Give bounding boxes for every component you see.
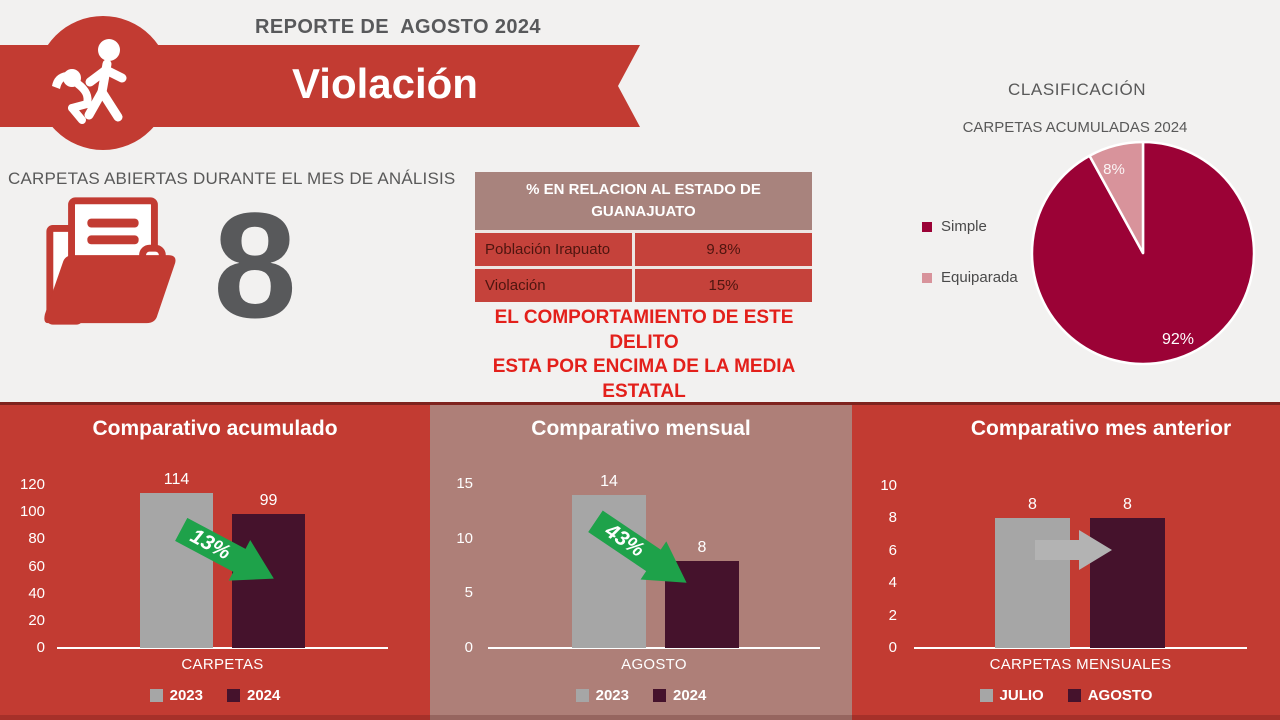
x-axis-label: CARPETAS MENSUALES — [989, 656, 1172, 673]
pie-legend-item: Simple — [922, 218, 987, 235]
legend-label: Simple — [941, 218, 987, 235]
table-cell-label: Violación — [475, 269, 635, 302]
y-tick-label: 0 — [888, 639, 897, 656]
legend-label: 2024 — [247, 687, 281, 704]
table-header: % EN RELACION AL ESTADO DE GUANAJUATO — [475, 172, 812, 230]
kpi-label: CARPETAS ABIERTAS DURANTE EL MES DE ANÁL… — [8, 169, 456, 188]
y-axis: 10 8 6 4 2 0 — [852, 405, 897, 720]
pie-value-label: 92% — [1162, 331, 1194, 348]
legend-label: JULIO — [999, 687, 1044, 704]
bar-2023 — [140, 493, 213, 648]
warning-line: ESTA POR ENCIMA DE LA MEDIA ESTATAL — [492, 356, 796, 403]
y-tick-label: 2 — [888, 606, 897, 624]
y-tick-label: 15 — [456, 475, 473, 492]
y-tick-label: 0 — [464, 639, 473, 656]
chart-title: Comparativo acumulado — [92, 417, 338, 440]
y-tick-label: 10 — [880, 477, 897, 494]
warning-line: EL COMPORTAMIENTO DE ESTE DELITO — [494, 307, 794, 353]
y-axis: 120 100 80 60 40 20 0 — [0, 405, 45, 720]
legend-item: AGOSTO — [1067, 687, 1153, 704]
x-axis-label: AGOSTO — [621, 656, 687, 673]
legend-item: 2023 — [149, 687, 203, 704]
legend-label: 2023 — [595, 687, 629, 704]
y-tick-label: 0 — [36, 639, 45, 656]
bar-value-label: 14 — [600, 473, 618, 490]
chart-title: Comparativo mes anterior — [970, 417, 1232, 440]
classification-title: CLASIFICACIÓN — [1008, 80, 1147, 99]
bar-value-label: 8 — [697, 539, 707, 556]
page-title: Violación — [292, 60, 478, 107]
legend-swatch-2024 — [227, 689, 240, 702]
trend-arrow-down: 43% — [583, 502, 700, 602]
legend-swatch-agosto — [1067, 689, 1081, 702]
y-tick-label: 5 — [464, 584, 473, 602]
y-tick-label: 20 — [28, 611, 45, 629]
panel-comparativo-acumulado: Comparativo acumulado 120 100 80 60 40 20 0 11… — [0, 405, 430, 720]
y-tick-label: 40 — [28, 584, 45, 602]
legend-swatch-equiparada — [922, 272, 932, 283]
table-cell-label: Población Irapuato — [475, 233, 635, 266]
legend-item: 2024 — [653, 687, 706, 704]
folder-documents-icon — [44, 197, 176, 325]
classification-pie-chart: 8% 92% — [1030, 140, 1256, 366]
pie-chart-title: CARPETAS ACUMULADAS 2024 — [962, 119, 1188, 136]
bar-value-label: 114 — [163, 471, 190, 488]
comparative-charts-strip: Comparativo acumulado 120 100 80 60 40 20 0 11… — [0, 402, 1280, 720]
table-header-text: % EN RELACION AL ESTADO DE GUANAJUATO — [526, 180, 761, 221]
legend-swatch-julio — [979, 689, 993, 702]
bar-value-label: 8 — [1123, 496, 1132, 513]
pie-value-label: 8% — [1103, 161, 1125, 178]
y-axis: 15 10 5 0 — [430, 405, 473, 720]
y-tick-label: 10 — [456, 529, 473, 547]
bar-value-label: 99 — [259, 492, 278, 509]
bar-agosto — [1090, 518, 1165, 648]
y-tick-label: 60 — [28, 557, 45, 575]
violence-pictogram-icon — [52, 39, 127, 124]
legend-label: 2023 — [169, 687, 203, 704]
chart-title: Comparativo mensual — [531, 417, 751, 440]
table-row: Violación 15% — [475, 266, 812, 302]
y-tick-label: 4 — [888, 574, 897, 592]
trend-arrow-down: 13% — [170, 509, 284, 599]
chart-legend: 2023 2024 — [0, 687, 430, 704]
y-tick-label: 6 — [888, 541, 897, 559]
kpi-value: 8 — [213, 181, 297, 349]
chart-legend: 2023 2024 — [430, 687, 852, 704]
legend-swatch-2023 — [575, 689, 589, 702]
trend-arrow-flat — [1035, 530, 1112, 570]
panel-comparativo-mes-anterior: Comparativo mes anterior 10 8 6 4 2 0 8 8 CAR… — [852, 405, 1280, 720]
legend-label: AGOSTO — [1087, 687, 1153, 704]
table-cell-value: 9.8% — [706, 241, 741, 258]
panel-comparativo-mensual: Comparativo mensual 15 10 5 0 14 8 43% AGOS… — [430, 405, 852, 720]
x-axis-line — [488, 647, 820, 649]
legend-item: 2024 — [227, 687, 280, 704]
pie-legend-item: Equiparada — [922, 269, 1018, 286]
x-axis-line — [57, 647, 388, 649]
report-title: REPORTE DE AGOSTO 2024 — [255, 16, 541, 38]
legend-item: JULIO — [979, 687, 1044, 704]
table-cell-value: 15% — [708, 277, 739, 294]
y-tick-label: 120 — [19, 476, 45, 493]
y-tick-label: 100 — [19, 503, 45, 521]
y-tick-label: 80 — [28, 530, 45, 548]
y-tick-label: 8 — [888, 509, 897, 527]
bar-value-label: 8 — [1028, 496, 1037, 513]
state-comparison-table: % EN RELACION AL ESTADO DE GUANAJUATO Po… — [475, 172, 812, 302]
legend-item: 2023 — [575, 687, 629, 704]
legend-swatch-2023 — [149, 689, 163, 702]
x-axis-line — [914, 647, 1247, 649]
bar-2024 — [232, 513, 305, 648]
chart-legend: JULIO AGOSTO — [852, 687, 1280, 704]
pie-slice-equiparada — [1088, 140, 1145, 255]
legend-label: 2024 — [673, 687, 707, 704]
legend-swatch-2024 — [653, 689, 666, 702]
legend-label: Equiparada — [941, 269, 1018, 286]
x-axis-label: CARPETAS — [181, 656, 264, 673]
warning-text: EL COMPORTAMIENTO DE ESTE DELITO ESTA PO… — [458, 306, 830, 405]
legend-swatch-simple — [922, 221, 932, 232]
table-row: Población Irapuato 9.8% — [475, 230, 812, 266]
